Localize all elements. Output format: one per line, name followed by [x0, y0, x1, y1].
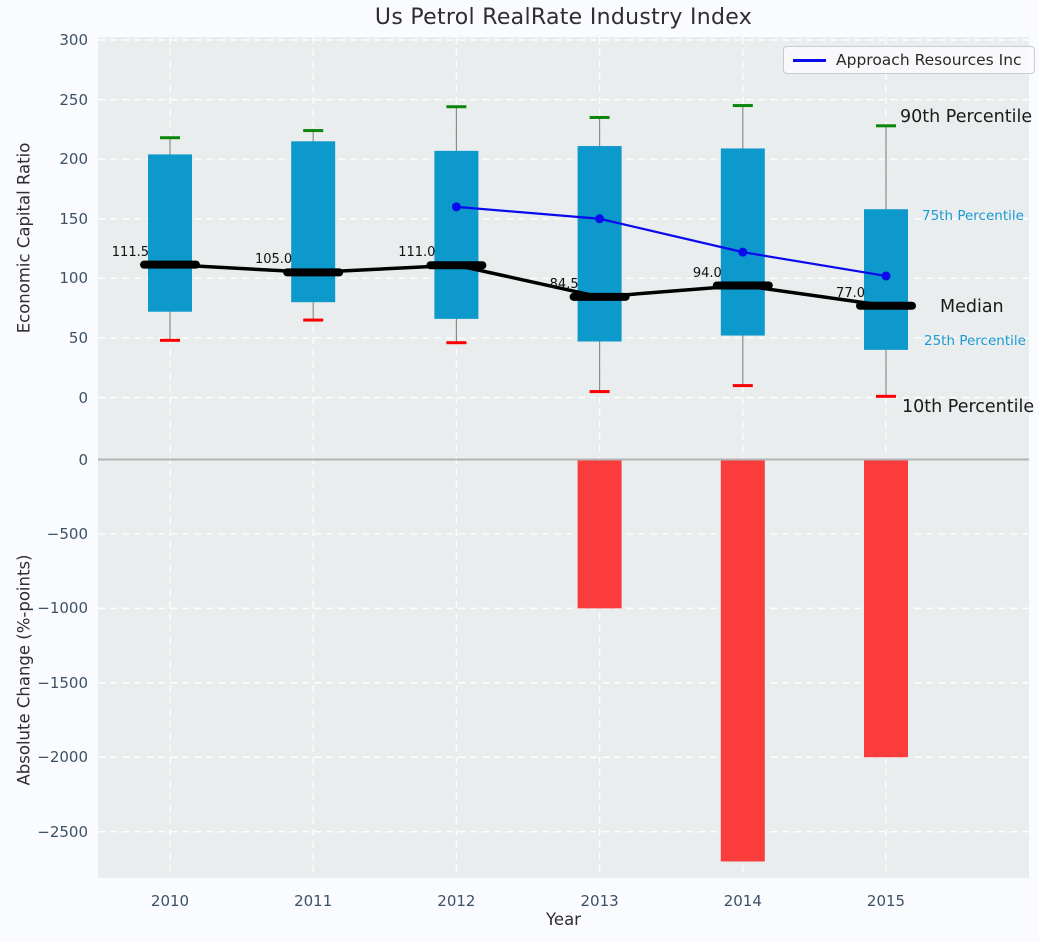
- ytick-label-top: 100: [59, 269, 88, 288]
- ytick-label-bottom: −500: [46, 524, 88, 543]
- ytick-label-top: 0: [78, 388, 88, 407]
- median-label: 111.0: [398, 245, 436, 261]
- annotation-median: Median: [940, 297, 1004, 317]
- median-dash: [569, 292, 630, 301]
- annotation-75th-percentile: 75th Percentile: [922, 208, 1024, 224]
- xtick-label: 2015: [866, 892, 906, 910]
- cap-90th: [876, 124, 896, 128]
- ytick-label-top: 200: [59, 150, 88, 169]
- median-label: 84.5: [549, 276, 579, 292]
- zero-line: [98, 458, 1029, 461]
- percentile-box: [148, 154, 192, 312]
- company-line: [456, 205, 887, 278]
- median-dash: [426, 261, 487, 270]
- cap-10th: [446, 341, 467, 345]
- xtick-label: 2010: [150, 892, 190, 910]
- annotation-25th-percentile: 25th Percentile: [924, 333, 1026, 349]
- y-axis-label-top: Economic Capital Ratio: [14, 142, 34, 334]
- company-marker: [595, 214, 605, 224]
- cap-90th: [446, 105, 467, 109]
- ytick-label-bottom: 0: [78, 450, 88, 469]
- ytick-label-bottom: −2500: [37, 822, 88, 841]
- x-axis-label: Year: [546, 910, 581, 929]
- cap-10th: [160, 338, 180, 342]
- ytick-label-top: 50: [68, 328, 88, 347]
- median-label: 111.5: [111, 244, 149, 260]
- cap-10th: [876, 394, 896, 398]
- median-dash: [283, 268, 344, 277]
- median-label: 105.0: [254, 252, 293, 268]
- xtick-label: 2011: [294, 892, 333, 910]
- company-marker: [881, 271, 891, 281]
- chart-title: Us Petrol RealRate Industry Index: [374, 5, 753, 30]
- cap-90th: [303, 129, 324, 133]
- change-bar: [864, 459, 908, 758]
- xtick-label: 2013: [580, 892, 619, 910]
- median-label: 77.0: [836, 285, 865, 301]
- annotation-10th-percentile: 10th Percentile: [902, 397, 1035, 417]
- ytick-label-bottom: −2000: [37, 748, 88, 767]
- xtick-label: 2014: [723, 892, 762, 910]
- median-dash: [140, 260, 200, 269]
- cap-10th: [303, 318, 324, 322]
- change-bar: [720, 459, 765, 862]
- ytick-label-bottom: −1500: [37, 673, 88, 692]
- median-label: 94.0: [692, 265, 722, 281]
- cap-90th: [160, 136, 180, 140]
- percentile-box: [291, 141, 336, 303]
- median-dash: [856, 301, 916, 310]
- legend-line-swatch: [793, 58, 826, 62]
- annotation-90th-percentile: 90th Percentile: [900, 107, 1033, 127]
- median-dash: [712, 281, 773, 290]
- cap-10th: [732, 384, 753, 388]
- ytick-label-bottom: −1000: [37, 599, 88, 618]
- legend-label: Approach Resources Inc: [836, 51, 1022, 69]
- cap-90th: [732, 104, 753, 108]
- company-marker: [738, 247, 748, 257]
- ytick-label-top: 300: [59, 31, 88, 49]
- change-bar: [577, 459, 622, 609]
- cap-90th: [589, 115, 610, 119]
- median-line: [169, 262, 887, 308]
- legend: Approach Resources Inc: [783, 46, 1035, 74]
- percentile-box: [720, 148, 765, 336]
- company-marker: [451, 202, 461, 212]
- ytick-label-top: 250: [59, 90, 88, 109]
- cap-10th: [589, 390, 610, 394]
- xtick-label: 2012: [437, 892, 476, 910]
- percentile-box: [434, 150, 479, 319]
- percentile-box: [577, 146, 622, 342]
- ytick-label-top: 150: [59, 209, 88, 228]
